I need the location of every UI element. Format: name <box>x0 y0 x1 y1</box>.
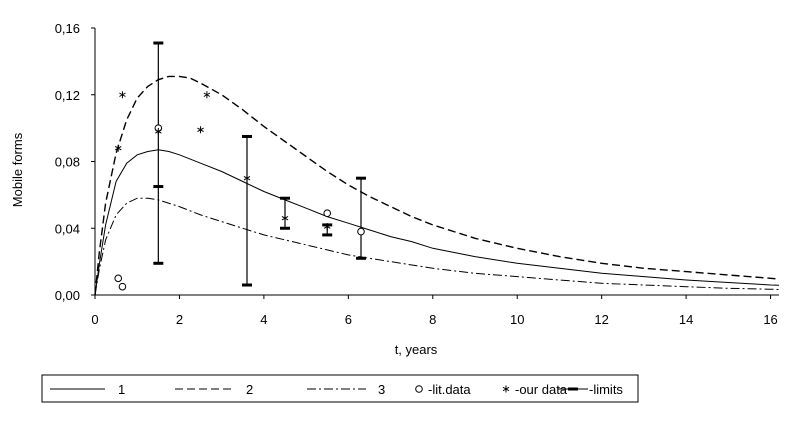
our-data-point <box>197 126 204 134</box>
our-data-point <box>281 214 289 222</box>
y-tick-label: 0,00 <box>55 288 80 303</box>
legend-frame <box>41 374 639 403</box>
our-data-point <box>203 91 211 99</box>
x-tick-label: 14 <box>679 312 693 327</box>
y-tick-label: 0,12 <box>55 88 80 103</box>
lit-data-point <box>118 282 127 291</box>
our-data-stroke <box>197 127 204 132</box>
legend-label-1: 1 <box>118 382 125 397</box>
our-data-stroke <box>114 145 122 151</box>
x-tick-label: 0 <box>91 312 98 327</box>
x-tick-label: 2 <box>176 312 183 327</box>
our-data-stroke <box>155 129 162 134</box>
our-data-stroke <box>281 216 289 221</box>
legend: 1 2 3 -lit.data -our data -limits <box>41 374 639 403</box>
series-1-line <box>94 149 780 296</box>
series-3-line <box>94 197 780 296</box>
plot-area: 0 2 4 6 8 10 12 14 16 0,00 0,04 0,08 0,12 0,16 <box>55 21 780 327</box>
our-data-point <box>243 174 251 182</box>
our-data-point <box>114 144 122 152</box>
our-data-stroke <box>243 176 251 181</box>
x-tick-label: 8 <box>429 312 436 327</box>
our-data-stroke <box>119 92 126 97</box>
legend-label-3: 3 <box>378 382 385 397</box>
y-tick-label: 0,16 <box>55 21 80 36</box>
lit-data-point <box>415 385 423 393</box>
our-data-point <box>323 223 331 231</box>
errorbar-layer <box>153 41 366 287</box>
our-data-point <box>119 91 126 99</box>
marker-layer <box>114 91 365 291</box>
legend-label-our-data: -our data <box>515 382 568 397</box>
our-data-stroke <box>502 386 510 392</box>
y-tick-label: 0,08 <box>55 155 80 170</box>
series-2-line <box>94 75 780 296</box>
series-layer <box>94 75 780 296</box>
x-ticks: 0 2 4 6 8 10 12 14 16 <box>91 295 778 327</box>
y-ticks: 0,00 0,04 0,08 0,12 0,16 <box>55 21 95 303</box>
x-tick-label: 12 <box>594 312 608 327</box>
x-tick-label: 16 <box>763 312 777 327</box>
x-tick-label: 10 <box>510 312 524 327</box>
lit-data-point <box>357 227 365 236</box>
lit-data-point <box>114 274 123 283</box>
y-axis-title: Mobile forms <box>10 132 25 207</box>
our-data-stroke <box>323 224 331 229</box>
legend-label-limits: -limits <box>589 382 623 397</box>
our-data-point <box>155 127 162 135</box>
x-tick-label: 4 <box>260 312 267 327</box>
legend-label-lit-data: -lit.data <box>428 382 471 397</box>
y-tick-label: 0,04 <box>55 221 80 236</box>
our-data-point <box>502 385 510 393</box>
lit-data-point <box>323 209 332 218</box>
x-tick-label: 6 <box>345 312 352 327</box>
legend-label-2: 2 <box>246 382 253 397</box>
our-data-stroke <box>203 92 211 97</box>
x-axis-title: t, years <box>395 342 438 357</box>
